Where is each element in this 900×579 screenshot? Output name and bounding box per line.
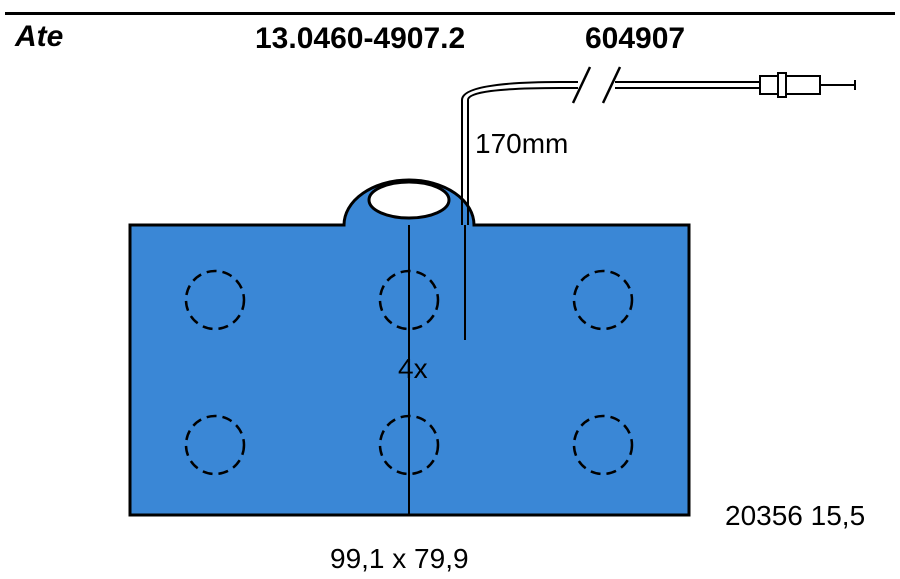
size-label: 99,1 x 79,9 xyxy=(330,543,469,574)
brand-logo: Ate xyxy=(15,20,63,54)
quantity-label: 4x xyxy=(398,353,428,384)
diagram-canvas: Ate 13.0460-4907.2 604907 170mm 4x 99,1 x … xyxy=(0,0,900,579)
product-code: 604907 xyxy=(585,22,685,56)
break-mark xyxy=(573,67,590,103)
header-divider xyxy=(5,12,895,15)
technical-drawing: 170mm 4x 99,1 x 79,9 20356 15,5 xyxy=(0,0,900,579)
connector-body xyxy=(760,76,820,94)
part-number: 13.0460-4907.2 xyxy=(255,22,465,56)
wire-length-label: 170mm xyxy=(475,128,568,159)
mounting-slot xyxy=(369,182,449,218)
thickness-label: 20356 15,5 xyxy=(725,500,865,531)
break-mark xyxy=(603,67,620,103)
